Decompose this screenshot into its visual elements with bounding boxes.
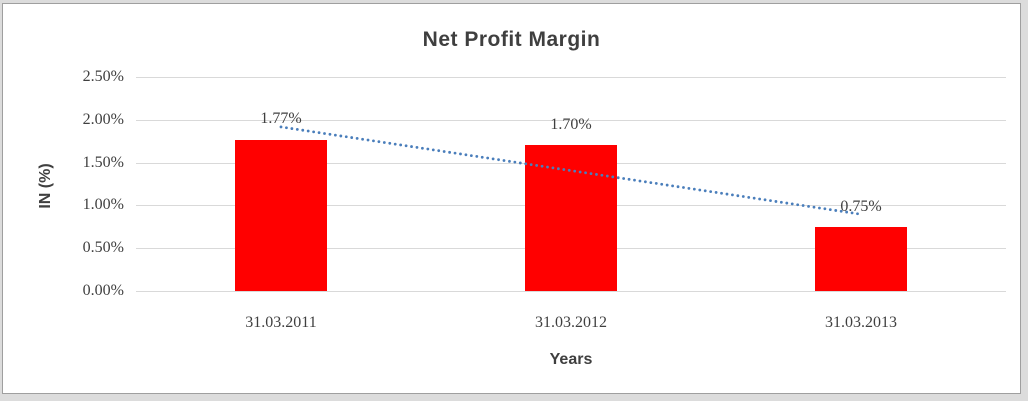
x-category-label: 31.03.2011: [245, 314, 317, 331]
bar-value-label: 1.77%: [260, 110, 302, 128]
y-tick-label: 1.00%: [82, 196, 124, 214]
gridline: [136, 77, 1006, 78]
bar-31.03.2012: [525, 145, 617, 291]
y-tick-label: 2.50%: [82, 68, 124, 85]
bar-value-label: 1.70%: [550, 116, 592, 134]
bar-31.03.2013: [815, 226, 907, 291]
x-category-label: 31.03.2013: [825, 314, 897, 331]
bar-value-label: 0.75%: [840, 197, 882, 215]
bar-31.03.2011: [235, 139, 327, 291]
gridline: [136, 119, 1006, 121]
chart-title: Net Profit Margin: [422, 28, 601, 51]
trendline: [279, 125, 863, 216]
x-category-label: 31.03.2012: [535, 314, 607, 331]
y-tick-label: 2.00%: [82, 110, 124, 128]
y-tick-label: 1.50%: [82, 153, 124, 171]
trendline-path: [279, 125, 863, 216]
x-axis-title: Years: [549, 351, 593, 368]
y-tick-label: 0.00%: [82, 282, 124, 299]
y-tick-label: 0.50%: [82, 239, 124, 257]
gridline: [136, 291, 1006, 292]
chart-panel: Net Profit Margin IN (%) 2.50% 2.00% 1.50%…: [2, 3, 1021, 394]
plot-area: [136, 77, 1006, 292]
